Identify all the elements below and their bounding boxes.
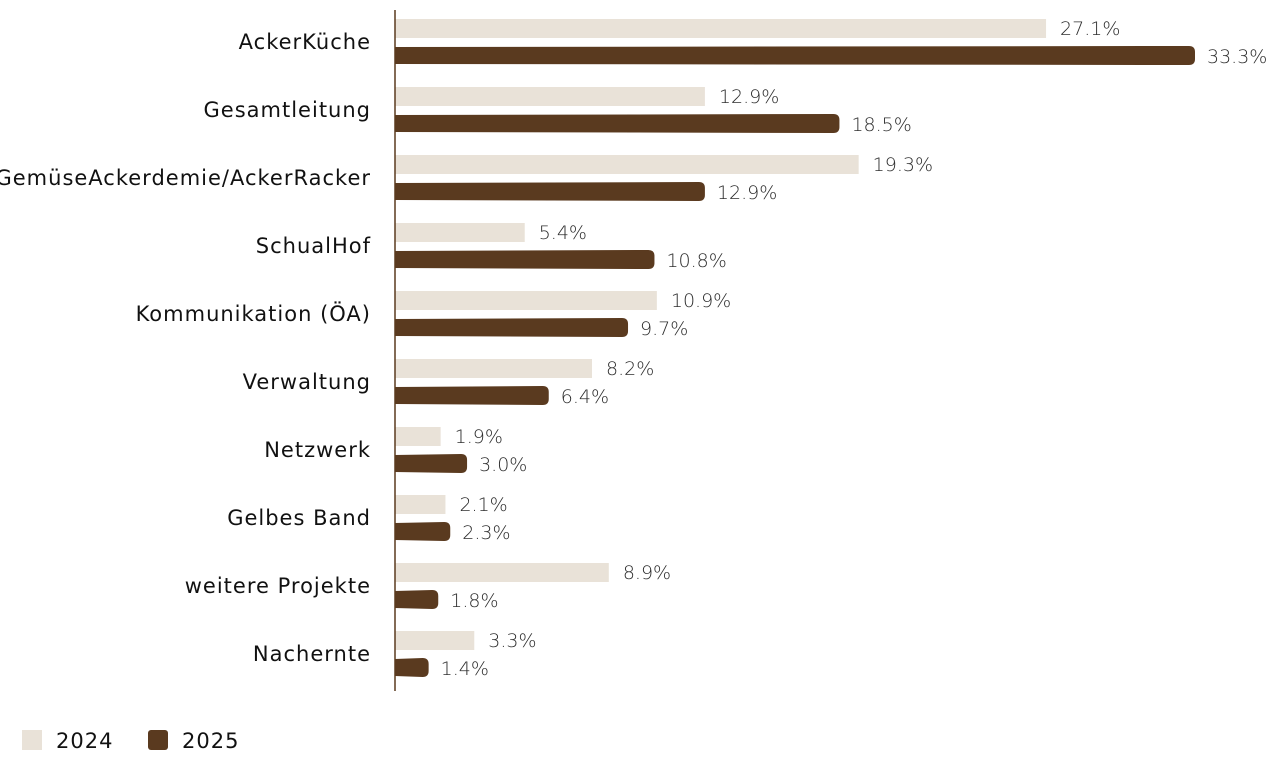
bar-2024-gemüseackerdemie-ackerracker (395, 155, 859, 174)
value-label-2025-gesamtleitung: 18.5% (851, 114, 911, 136)
value-label-2024-nachernt: 3.3% (488, 630, 536, 652)
bar-2024-schualhof (395, 223, 525, 242)
category-label-ackerküche: AckerKüche (239, 30, 371, 54)
bar-2025-weitere-projekte (395, 590, 439, 609)
bar-2024-weitere-projekte (395, 563, 609, 582)
value-label-2025-kommunikation-öa: 9.7% (640, 318, 688, 340)
bar-2025-gesamtleitung (395, 114, 840, 133)
category-label-kommunikation-öa: Kommunikation (ÖA) (136, 301, 371, 326)
category-labels: AckerKüche Gesamtleitung GemüseAckerdemie/… (0, 30, 371, 666)
value-label-2025-verwaltung: 6.4% (561, 386, 609, 408)
category-label-gesamtleitung: Gesamtleitung (204, 98, 371, 122)
bar-2024-verwaltung (395, 359, 592, 378)
category-label-gelbes-band: Gelbes Band (227, 506, 371, 530)
value-label-2024-schualhof: 5.4% (539, 222, 587, 244)
legend-label-2024: 2024 (56, 729, 113, 753)
bar-2024-gelbes-band (395, 495, 446, 514)
legend-swatch-2025 (148, 730, 168, 750)
bar-2025-kommunikation-öa (395, 318, 629, 337)
value-label-2024-kommunikation-öa: 10.9% (671, 290, 731, 312)
bar-2025-netzwerk (395, 454, 468, 473)
category-label-weitere-projekte: weitere Projekte (185, 574, 371, 598)
category-label-nachernt: Nacherntе (253, 642, 371, 666)
value-label-2024-gelbes-band: 2.1% (459, 494, 507, 516)
value-label-2024-netzwerk: 1.9% (455, 426, 503, 448)
bar-2025-nachernt (395, 658, 429, 677)
legend-label-2025: 2025 (182, 729, 239, 753)
bar-2025-ackerküche (395, 46, 1195, 65)
bar-2025-gelbes-band (395, 522, 451, 541)
value-label-2025-gelbes-band: 2.3% (462, 522, 510, 544)
bars-group (395, 19, 1195, 677)
bar-2024-netzwerk (395, 427, 441, 446)
bar-2024-kommunikation-öa (395, 291, 657, 310)
legend-swatch-2024 (22, 730, 42, 750)
value-labels: 27.1% 33.3% 12.9% 18.5% 19.3% 12.9% 5.4% 10.8% 1… (441, 18, 1268, 680)
category-label-gemüseackerdemie-ackerracker: GemüseAckerdemie/AckerRacker (0, 166, 371, 190)
value-label-2025-schualhof: 10.8% (666, 250, 726, 272)
bar-2025-verwaltung (395, 386, 549, 405)
value-label-2024-gemüseackerdemie-ackerracker: 19.3% (873, 154, 933, 176)
bar-2025-gemüseackerdemie-ackerracker (395, 182, 705, 201)
value-label-2024-weitere-projekte: 8.9% (623, 562, 671, 584)
value-label-2025-nachernt: 1.4% (441, 658, 489, 680)
value-label-2024-gesamtleitung: 12.9% (719, 86, 779, 108)
value-label-2025-weitere-projekte: 1.8% (450, 590, 498, 612)
category-label-netzwerk: Netzwerk (264, 438, 371, 462)
value-label-2025-gemüseackerdemie-ackerracker: 12.9% (717, 182, 777, 204)
value-label-2024-ackerküche: 27.1% (1060, 18, 1120, 40)
bar-2024-ackerküche (395, 19, 1047, 38)
bar-2025-schualhof (395, 250, 655, 269)
bar-2024-gesamtleitung (395, 87, 705, 106)
category-label-schualhof: SchualHof (256, 234, 371, 258)
category-label-verwaltung: Verwaltung (243, 370, 371, 394)
legend: 2024 2025 (22, 729, 239, 753)
bar-2024-nachernt (395, 631, 475, 650)
value-label-2025-netzwerk: 3.0% (479, 454, 527, 476)
value-label-2024-verwaltung: 8.2% (606, 358, 654, 380)
value-label-2025-ackerküche: 33.3% (1207, 46, 1267, 68)
